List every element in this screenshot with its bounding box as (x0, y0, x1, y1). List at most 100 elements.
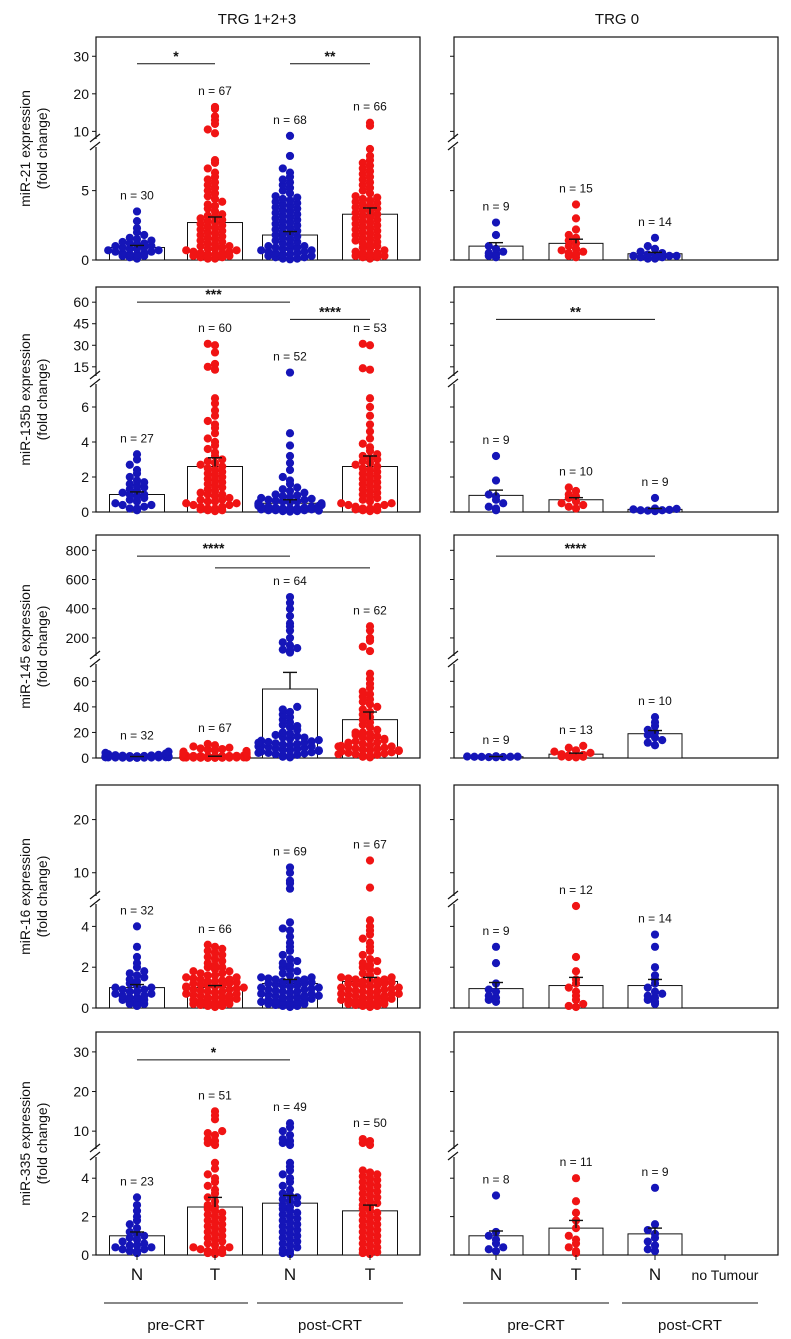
data-point (182, 246, 191, 255)
data-point (196, 975, 205, 984)
data-point (203, 1233, 212, 1242)
data-point (358, 464, 367, 473)
data-point (358, 1239, 367, 1248)
y-tick-label: 2 (81, 959, 89, 975)
data-point (380, 246, 389, 255)
data-point (285, 729, 295, 738)
data-point (225, 493, 234, 503)
data-point (218, 462, 227, 471)
data-point (564, 743, 573, 752)
y-tick-label: 800 (66, 542, 90, 558)
group-label-pre-crt: pre-CRT (507, 1317, 564, 1334)
x-category-label: T (365, 1265, 375, 1284)
data-point (629, 251, 638, 260)
data-point (484, 490, 493, 499)
data-point (225, 751, 234, 761)
data-point (257, 983, 266, 992)
data-point (285, 633, 295, 643)
data-point (210, 954, 220, 964)
data-point (285, 1247, 295, 1256)
data-point (285, 504, 295, 513)
y-axis-label: miR-145 expression (fold change) (17, 584, 50, 709)
data-point (210, 942, 220, 951)
data-point (125, 1220, 134, 1229)
y-tick-label: 20 (73, 86, 89, 102)
group-left-3: n = 67 (337, 838, 403, 1012)
data-point (264, 748, 273, 757)
y-tick-label: 4 (81, 1170, 89, 1186)
data-point (125, 987, 134, 996)
data-point (643, 506, 652, 515)
group-label-post-crt: post-CRT (298, 1317, 362, 1334)
data-point (285, 458, 295, 468)
group-right-1: n = 13 (548, 723, 604, 762)
data-point (373, 1170, 382, 1179)
data-point (118, 1245, 127, 1254)
data-point (285, 1235, 295, 1244)
data-point (358, 439, 367, 448)
data-point (189, 500, 198, 510)
data-point (373, 1220, 382, 1229)
data-point (307, 494, 316, 503)
data-point (285, 1241, 295, 1250)
data-point (293, 987, 302, 996)
data-point (351, 986, 360, 995)
data-point (271, 750, 280, 759)
data-point (484, 991, 493, 1000)
data-point (125, 479, 134, 489)
data-point (300, 495, 309, 504)
significance-label: *** (205, 286, 222, 302)
data-point (210, 129, 220, 138)
data-point (132, 223, 142, 233)
data-point (118, 985, 127, 994)
group-left-1: n = 60 (182, 321, 243, 516)
data-point (373, 1248, 382, 1257)
y-tick-label: 2 (81, 1209, 89, 1225)
y-tick-label: 60 (73, 673, 89, 689)
data-point (351, 505, 360, 514)
data-point (118, 991, 127, 1000)
data-point (132, 1200, 142, 1210)
y-tick-label: 0 (81, 750, 89, 766)
x-category-label: N (649, 1265, 661, 1284)
significance-label: * (211, 1044, 217, 1060)
group-right-0: n = 9 (468, 200, 524, 262)
data-point (665, 251, 674, 260)
data-point (218, 956, 227, 966)
data-point (203, 739, 212, 749)
data-point (147, 236, 156, 245)
data-point (650, 1183, 660, 1192)
y-axis-label: miR-135b expression (fold change) (17, 333, 50, 465)
group-right-1: n = 12 (548, 883, 604, 1012)
data-point (373, 750, 382, 759)
data-point (140, 230, 149, 240)
x-category-label: T (210, 1265, 220, 1284)
data-point (210, 465, 220, 475)
data-point (300, 733, 309, 742)
data-point (293, 483, 302, 492)
panel-frame (95, 36, 421, 261)
row-mir-21: miR-21 expression (fold change) 0 5 10 20 30 n … (17, 36, 779, 268)
data-point (643, 1225, 652, 1235)
data-point (365, 1224, 375, 1233)
panel-frame (95, 534, 421, 759)
data-point (218, 987, 227, 996)
y-axis-label-line1: miR-16 expression (17, 838, 33, 955)
data-point (557, 499, 566, 508)
data-point (111, 499, 120, 508)
data-point (672, 251, 681, 260)
data-point (463, 752, 472, 761)
data-point (210, 1247, 220, 1256)
group-right-0: n = 9 (468, 433, 524, 515)
panel-frame (453, 784, 779, 1009)
data-point (285, 441, 295, 450)
data-point (125, 975, 134, 984)
data-point (125, 1241, 134, 1250)
data-point (300, 488, 309, 497)
data-point (203, 464, 212, 473)
n-label: n = 50 (353, 1116, 387, 1130)
data-point (196, 214, 205, 223)
data-point (196, 505, 205, 514)
data-point (365, 196, 375, 205)
data-point (365, 465, 375, 475)
